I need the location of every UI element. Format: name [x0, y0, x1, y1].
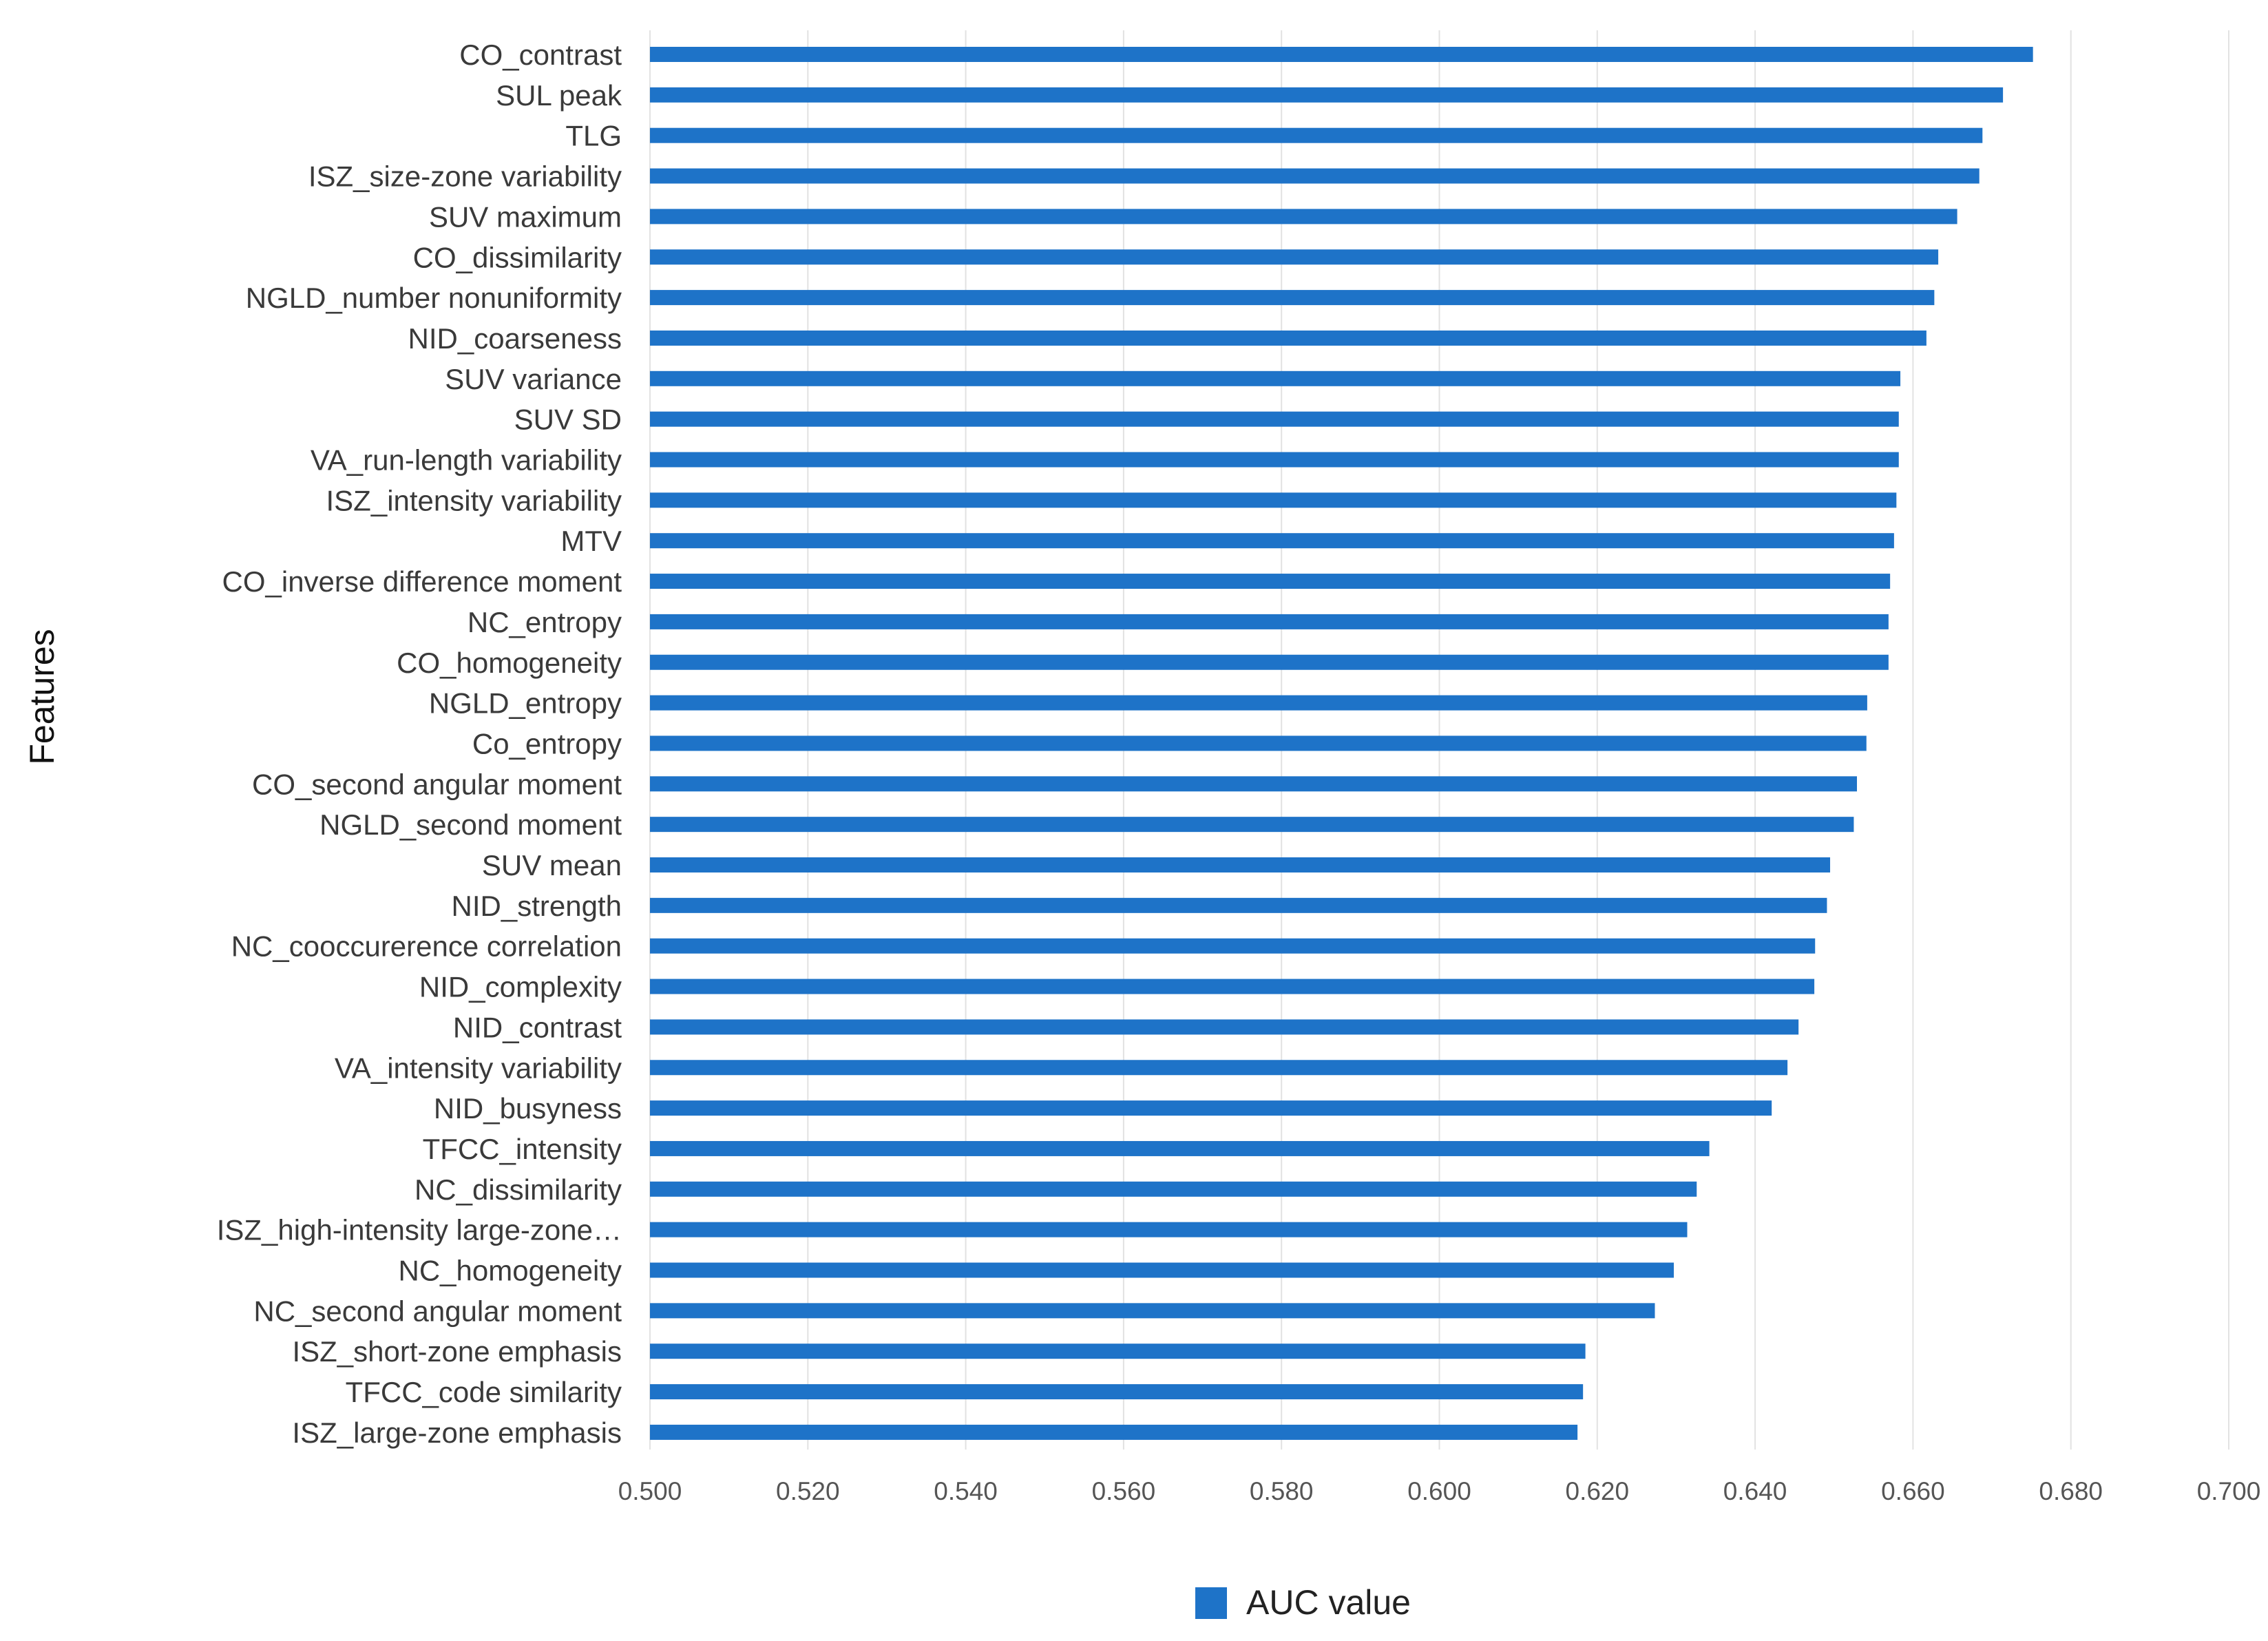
x-tick-labels: 0.500 0.520 0.540 0.560 0.580 0.600 0.620 0.640…: [618, 1477, 2261, 1505]
category-label: NID_complexity: [419, 971, 622, 1003]
category-label: CO_dissimilarity: [413, 241, 622, 273]
bar: [650, 695, 1867, 711]
bar: [650, 1384, 1584, 1400]
x-tick-label: 0.560: [1092, 1477, 1156, 1505]
x-tick-label: 0.540: [934, 1477, 998, 1505]
x-tick-label: 0.600: [1407, 1477, 1471, 1505]
bar: [650, 1060, 1788, 1076]
bar: [650, 1303, 1655, 1319]
category-label: CO_contrast: [459, 39, 622, 71]
category-label: ISZ_short-zone emphasis: [292, 1335, 622, 1368]
bar: [650, 533, 1894, 549]
category-label: SUV variance: [445, 363, 622, 395]
category-label: SUV mean: [482, 849, 622, 881]
category-label: CO_inverse difference moment: [222, 565, 622, 598]
bar: [650, 1181, 1697, 1197]
category-label: NC_cooccurerence correlation: [231, 930, 622, 963]
category-label: NC_dissimilarity: [414, 1173, 622, 1206]
bar: [650, 370, 1901, 386]
bar: [650, 1140, 1710, 1156]
bar: [650, 47, 2033, 62]
y-axis-title: Features: [23, 629, 61, 764]
bar: [650, 452, 1899, 468]
category-labels: CO_contrast SUL peak TLG ISZ_size-zone vari…: [217, 39, 622, 1449]
bar: [650, 330, 1926, 346]
category-label: ISZ_high-intensity large-zone…: [217, 1214, 622, 1246]
bar: [650, 168, 1980, 184]
category-label: Co_entropy: [472, 727, 622, 760]
category-label: NID_strength: [452, 890, 622, 922]
x-tick-label: 0.520: [776, 1477, 840, 1505]
bar: [650, 87, 2004, 103]
category-label: NC_second angular moment: [253, 1295, 622, 1327]
category-label: SUL peak: [496, 79, 622, 112]
bar: [650, 938, 1816, 954]
category-label: NID_contrast: [453, 1011, 622, 1043]
bar: [650, 411, 1899, 427]
bar: [650, 290, 1935, 306]
bars: [650, 47, 2033, 1440]
bar: [650, 817, 1854, 833]
category-label: ISZ_large-zone emphasis: [292, 1417, 622, 1449]
bar: [650, 735, 1867, 751]
x-tick-label: 0.640: [1723, 1477, 1787, 1505]
category-label: NGLD_entropy: [429, 687, 622, 720]
bar: [650, 614, 1889, 629]
legend-label: AUC value: [1246, 1583, 1411, 1622]
category-label: ISZ_size-zone variability: [308, 160, 622, 193]
bar: [650, 574, 1891, 589]
category-label: VA_run-length variability: [311, 444, 622, 477]
category-label: NC_entropy: [468, 606, 622, 638]
x-tick-label: 0.500: [618, 1477, 682, 1505]
category-label: ISZ_intensity variability: [326, 484, 622, 516]
category-label: NGLD_second moment: [319, 808, 622, 841]
category-label: VA_intensity variability: [335, 1052, 622, 1084]
category-label: CO_homogeneity: [397, 647, 622, 679]
legend-swatch: [1195, 1587, 1227, 1619]
bar: [650, 1344, 1586, 1359]
bar: [650, 897, 1827, 913]
bar: [650, 209, 1957, 224]
category-label: TFCC_intensity: [423, 1133, 622, 1165]
bar: [650, 1424, 1578, 1440]
category-label: TFCC_code similarity: [346, 1376, 622, 1408]
category-label: NID_coarseness: [408, 322, 622, 355]
category-label: SUV SD: [514, 404, 622, 436]
bar: [650, 1100, 1772, 1116]
category-label: TLG: [565, 120, 622, 152]
x-tick-label: 0.700: [2197, 1477, 2261, 1505]
bar: [650, 857, 1831, 872]
bar: [650, 1222, 1688, 1237]
bar: [650, 249, 1939, 265]
category-label: NGLD_number nonuniformity: [246, 282, 622, 314]
category-label: CO_second angular moment: [252, 768, 622, 800]
x-tick-label: 0.660: [1881, 1477, 1945, 1505]
bar: [650, 654, 1889, 670]
category-label: MTV: [560, 525, 622, 557]
category-label: SUV maximum: [429, 200, 622, 233]
category-label: NID_busyness: [434, 1092, 622, 1125]
x-tick-label: 0.680: [2039, 1477, 2103, 1505]
x-tick-label: 0.620: [1566, 1477, 1630, 1505]
bar: [650, 776, 1857, 792]
bar: [650, 492, 1897, 508]
legend: AUC value: [1195, 1583, 1411, 1622]
category-label: NC_homogeneity: [398, 1255, 622, 1287]
bar: [650, 979, 1815, 994]
bar: [650, 1262, 1674, 1278]
bar: [650, 127, 1983, 143]
bar: [650, 1019, 1799, 1035]
x-tick-label: 0.580: [1250, 1477, 1314, 1505]
